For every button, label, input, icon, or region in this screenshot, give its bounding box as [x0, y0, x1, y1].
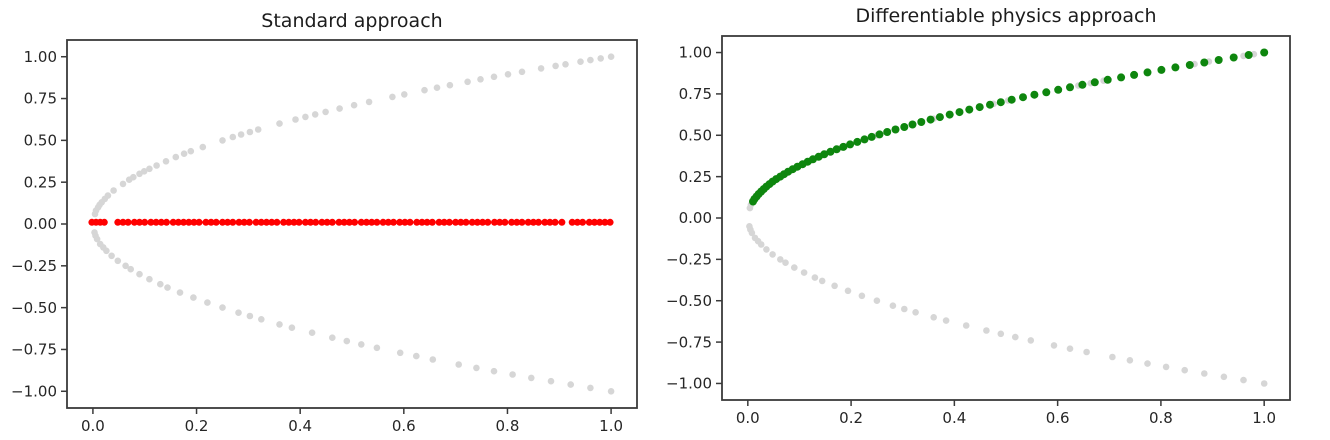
y-tick-label: 1.00: [24, 48, 57, 66]
x-tick-label: 1.0: [1252, 409, 1276, 427]
x-tick-label: 0.2: [839, 409, 863, 427]
y-tick-label: 0.75: [24, 90, 57, 108]
y-tick-label: 0.50: [24, 132, 57, 150]
x-tick-label: 0.8: [1149, 409, 1173, 427]
x-tick-label: 0.8: [496, 417, 520, 435]
left-plot-title: Standard approach: [261, 10, 443, 32]
y-tick-label: −0.75: [666, 333, 712, 351]
series-training-data-lower-branch: [91, 229, 615, 395]
axes-frame: [721, 35, 1291, 401]
y-tick-label: −1.00: [11, 382, 57, 400]
series-diffphys-nn-prediction: [749, 48, 1269, 206]
x-tick-label: 0.2: [185, 417, 209, 435]
y-tick-label: −0.50: [666, 292, 712, 310]
y-tick-label: 0.00: [24, 215, 57, 233]
y-tick-label: 0.00: [679, 209, 712, 227]
x-tick-label: 0.0: [81, 417, 105, 435]
y-tick-label: −0.25: [666, 251, 712, 269]
y-tick-label: −0.25: [11, 257, 57, 275]
y-tick-label: −0.50: [11, 299, 57, 317]
x-axis-ticks: 0.0 0.2 0.4 0.6 0.8 1.0: [81, 408, 623, 435]
x-tick-label: 0.6: [1046, 409, 1070, 427]
series-training-data-upper-branch: [91, 53, 615, 218]
x-tick-label: 0.4: [288, 417, 312, 435]
y-axis-ticks: 1.00 0.75 0.50 0.25 0.00 −0.25 −0.50 −0.75 −1.00: [666, 44, 722, 393]
y-tick-label: 1.00: [679, 44, 712, 62]
x-axis-ticks: 0.0 0.2 0.4 0.6 0.8 1.0: [736, 400, 1276, 427]
y-tick-label: 0.50: [679, 126, 712, 144]
y-axis-ticks: 1.00 0.75 0.50 0.25 0.00 −0.25 −0.50 −0.75 −1.00: [11, 48, 67, 400]
y-tick-label: −1.00: [666, 375, 712, 393]
x-tick-label: 0.6: [392, 417, 416, 435]
x-tick-label: 0.4: [942, 409, 966, 427]
x-tick-label: 0.0: [736, 409, 760, 427]
y-tick-label: 0.25: [24, 173, 57, 191]
series-training-data-upper-branch: [746, 49, 1268, 212]
y-tick-label: 0.75: [679, 85, 712, 103]
series-supervised-nn-prediction: [88, 218, 614, 226]
right-plot-title: Differentiable physics approach: [855, 5, 1157, 27]
x-tick-label: 1.0: [599, 417, 623, 435]
series-training-data-lower-branch: [746, 223, 1268, 387]
y-tick-label: −0.75: [11, 341, 57, 359]
y-tick-label: 0.25: [679, 168, 712, 186]
